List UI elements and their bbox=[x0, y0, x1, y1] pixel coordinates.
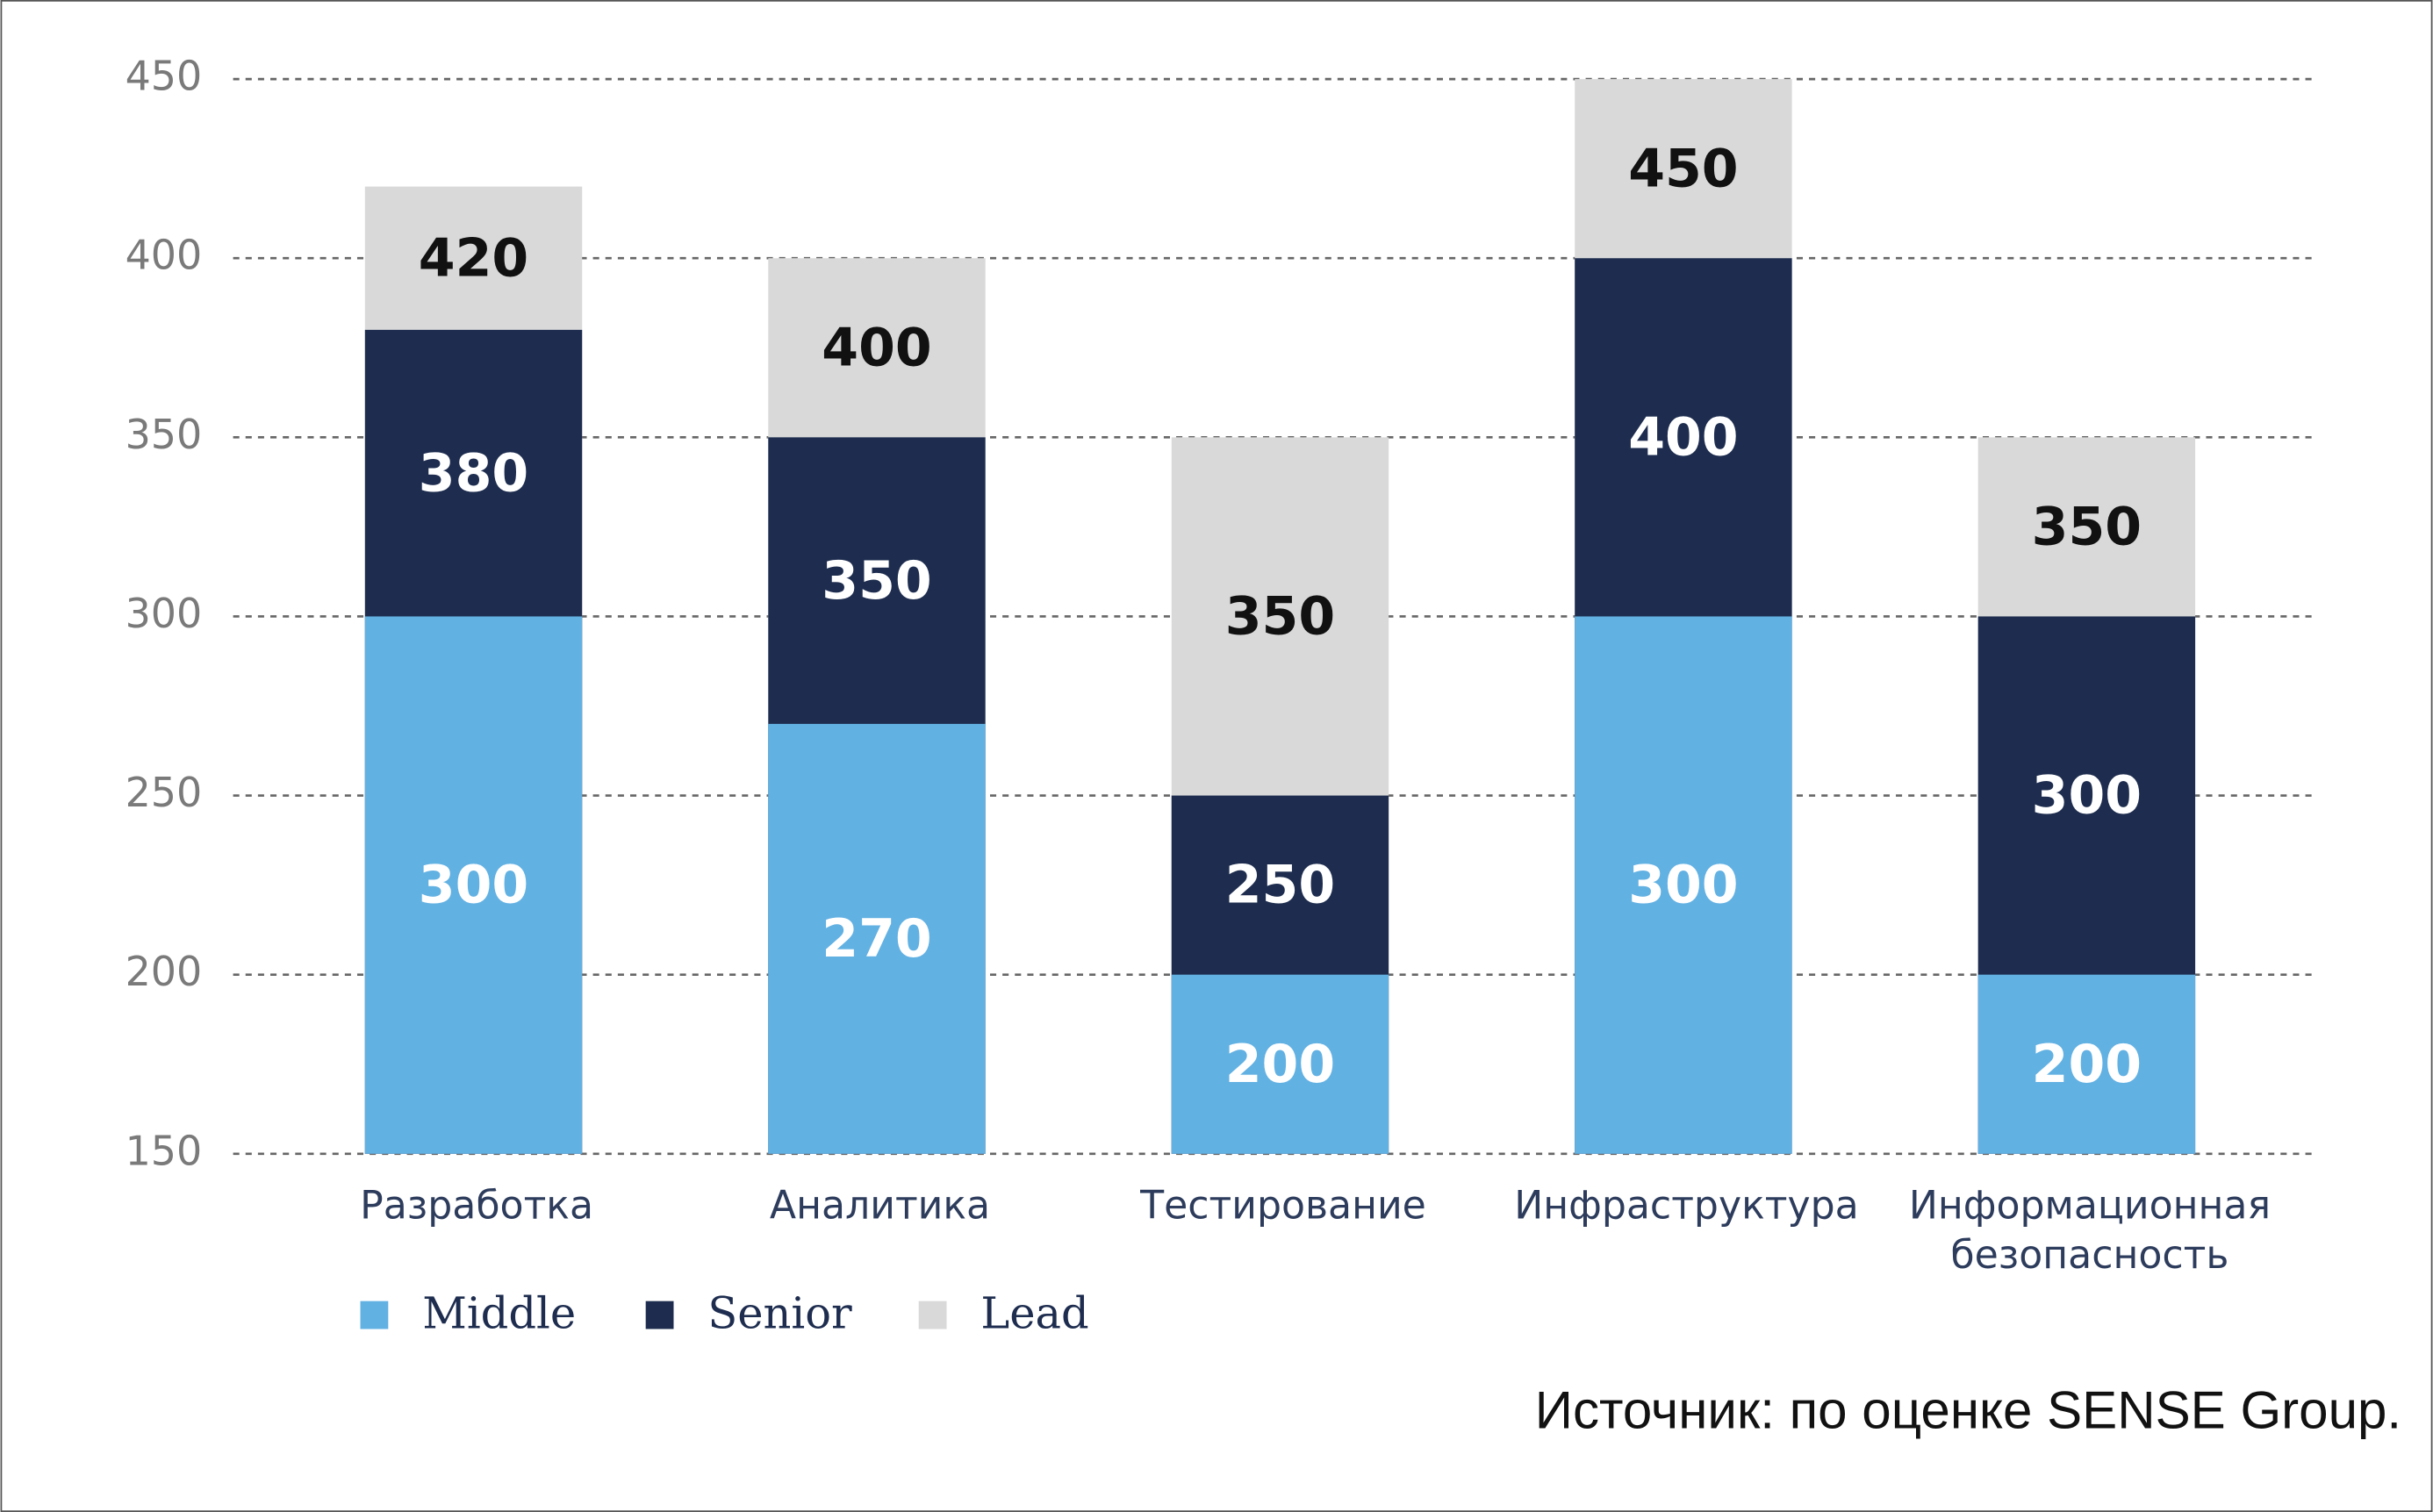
value-label: 400 bbox=[1628, 406, 1738, 468]
bar bbox=[1575, 616, 1792, 1154]
value-label: 300 bbox=[2032, 765, 2142, 827]
value-label: 200 bbox=[2032, 1034, 2142, 1095]
legend-label: Middle bbox=[422, 1287, 576, 1338]
x-tick-label: Тестирование bbox=[1139, 1184, 1426, 1229]
value-label: 350 bbox=[1225, 586, 1335, 648]
y-tick-label: 350 bbox=[126, 411, 203, 458]
x-tick-label: Разработка bbox=[360, 1184, 593, 1229]
source: Источник: по оценке SENSE Group. bbox=[1535, 1381, 2401, 1440]
value-label: 300 bbox=[1628, 855, 1738, 916]
y-tick-label: 400 bbox=[126, 232, 203, 279]
x-tick-label: Инфраструктура bbox=[1514, 1184, 1859, 1229]
value-label: 200 bbox=[1225, 1034, 1335, 1095]
value-label: 450 bbox=[1628, 138, 1738, 199]
value-label: 250 bbox=[1225, 855, 1335, 916]
value-label: 350 bbox=[2032, 497, 2142, 558]
legend-swatch bbox=[918, 1301, 947, 1329]
legend-label: Senior bbox=[707, 1287, 852, 1338]
legend-swatch bbox=[360, 1301, 389, 1329]
y-tick-label: 150 bbox=[126, 1127, 203, 1174]
value-label: 270 bbox=[822, 908, 931, 970]
x-tick-label: Информационная безопасность bbox=[1909, 1184, 2271, 1279]
x-tick-label: Аналитика bbox=[770, 1184, 990, 1229]
bar bbox=[768, 723, 986, 1154]
bar bbox=[364, 616, 583, 1154]
value-label: 420 bbox=[419, 227, 528, 289]
bar bbox=[1171, 974, 1389, 1154]
legend-label: Lead bbox=[980, 1287, 1088, 1338]
legend-swatch bbox=[645, 1301, 674, 1329]
value-label: 300 bbox=[419, 855, 528, 916]
y-tick-label: 300 bbox=[126, 590, 203, 637]
value-label: 350 bbox=[822, 550, 931, 612]
value-label: 400 bbox=[822, 317, 931, 378]
y-tick-label: 250 bbox=[126, 769, 203, 816]
y-tick-label: 200 bbox=[126, 948, 203, 995]
y-tick-label: 450 bbox=[126, 53, 203, 100]
bar bbox=[1977, 974, 2196, 1154]
value-label: 380 bbox=[419, 442, 528, 504]
